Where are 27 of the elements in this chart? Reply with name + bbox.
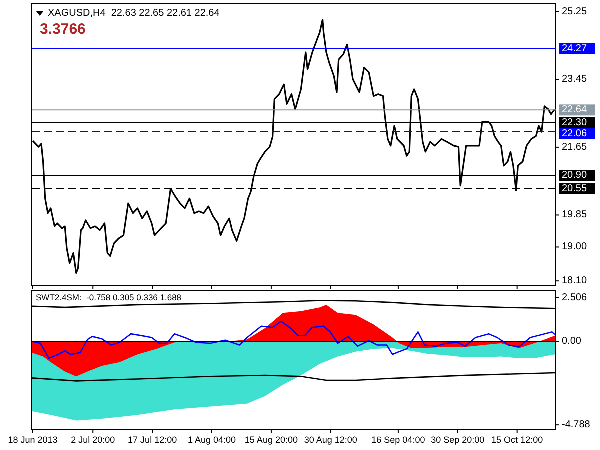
- x-tick-label: 15 Aug 20:00: [244, 435, 298, 445]
- y-tick-label: 25.25: [562, 6, 588, 18]
- ref-line-label: 24.27: [562, 43, 588, 54]
- y-tick-label: 2.506: [562, 292, 588, 304]
- y-tick-label: -4.788: [562, 420, 591, 431]
- x-tick-label: 30 Sep 20:00: [431, 435, 485, 445]
- x-tick-label: 2 Jul 20:00: [71, 435, 116, 445]
- ref-line-label: 20.90: [562, 170, 588, 182]
- y-tick-label: 21.65: [562, 142, 588, 153]
- chart-title: SWT2.4SM: -0.758 0.305 0.336 1.688: [36, 292, 182, 302]
- ref-line-label: 20.55: [562, 183, 588, 194]
- y-tick-label: 19.85: [562, 210, 588, 221]
- ref-line-label: 22.64: [562, 104, 588, 116]
- ref-line-label: 22.30: [562, 117, 588, 128]
- y-tick-label: 0.00: [562, 336, 582, 348]
- annotation: 3.3766: [40, 21, 86, 38]
- x-tick-label: 16 Sep 04:00: [372, 435, 426, 445]
- y-tick-label: 23.45: [562, 74, 588, 86]
- x-tick-label: 1 Aug 04:00: [188, 435, 236, 445]
- x-tick-label: 15 Oct 12:00: [492, 435, 544, 445]
- x-tick-label: 17 Jul 12:00: [128, 435, 178, 445]
- chart-title: XAGUSD,H4 22.63 22.65 22.61 22.64: [48, 8, 220, 19]
- ref-line-label: 22.06: [562, 128, 588, 140]
- x-tick-label: 30 Aug 12:00: [304, 435, 358, 445]
- y-tick-label: 19.00: [562, 242, 588, 253]
- x-tick-label: 18 Jun 2013: [8, 435, 58, 445]
- y-tick-label: 18.10: [562, 276, 588, 287]
